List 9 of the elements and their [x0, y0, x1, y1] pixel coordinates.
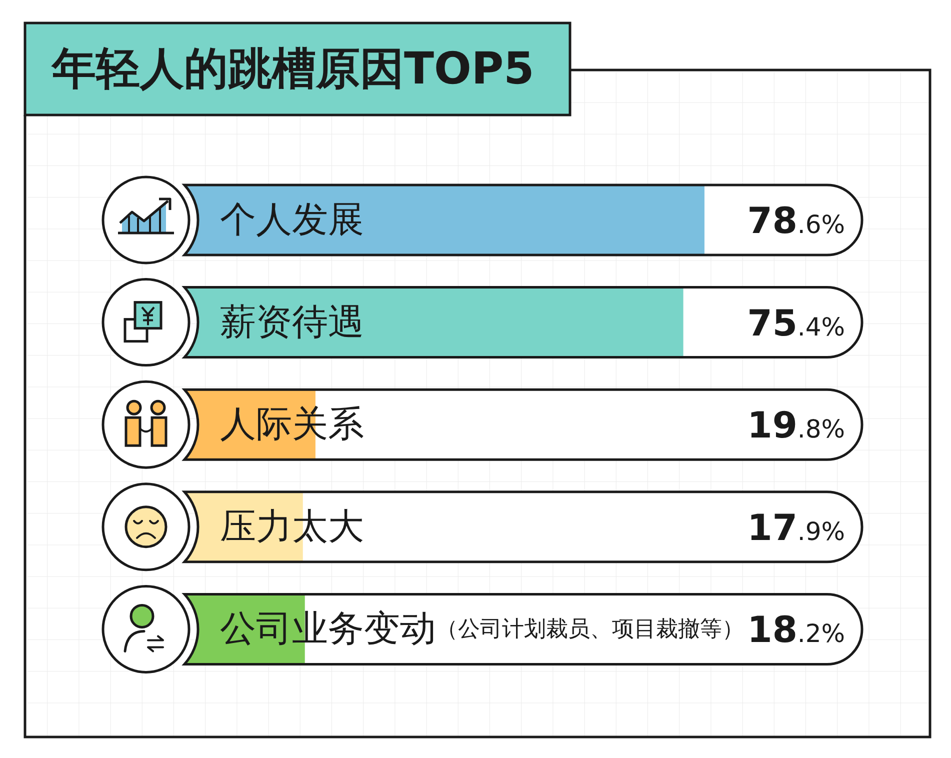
y-tick-label: 薪资待遇: [220, 302, 364, 343]
y-tick-label: 个人发展: [220, 200, 364, 240]
data-label: 78.6%: [747, 201, 845, 242]
data-label: 18.2%: [747, 610, 845, 652]
chart-title: 年轻人的跳槽原因TOP5: [51, 44, 534, 94]
data-label: 19.8%: [747, 406, 845, 447]
data-label: 17.9%: [747, 508, 845, 549]
y-tick-label: 压力太大: [220, 506, 364, 548]
data-label: 75.4%: [747, 303, 845, 344]
